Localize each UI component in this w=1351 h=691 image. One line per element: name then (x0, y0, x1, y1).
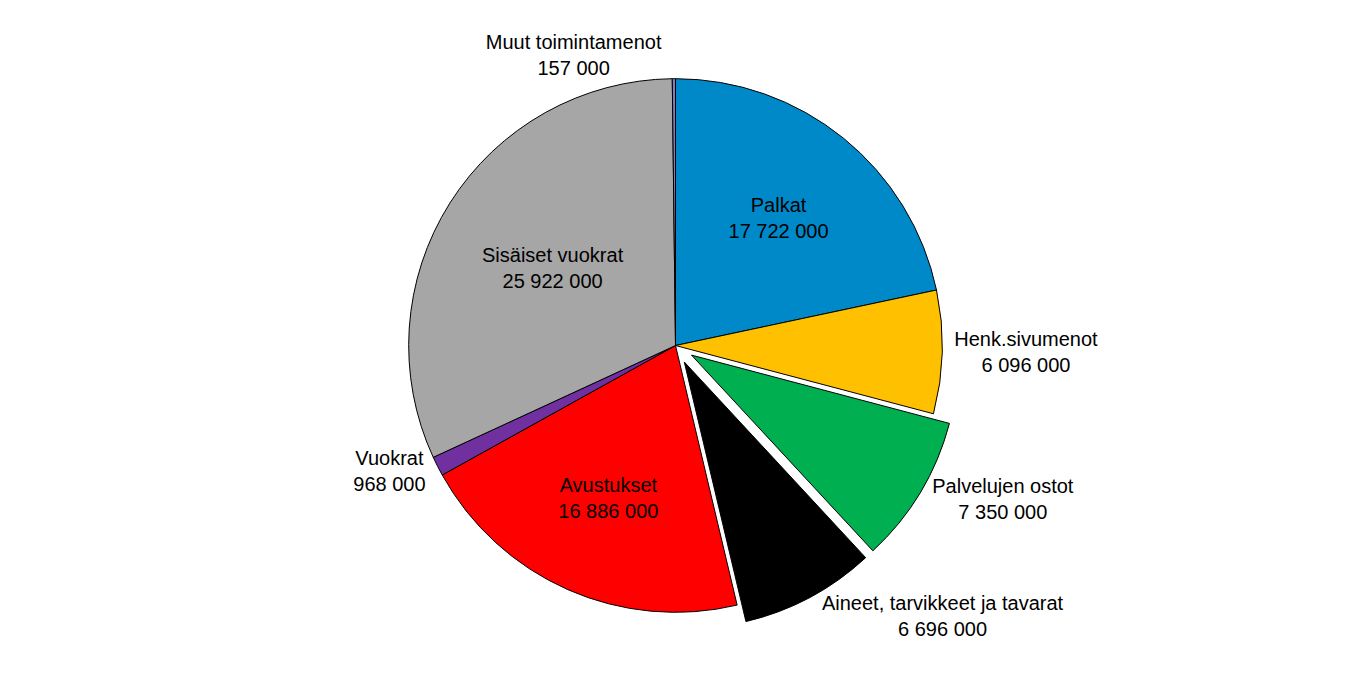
svg-text:Sisäiset vuokrat25 922 000: Sisäiset vuokrat25 922 000 (482, 244, 624, 292)
svg-text:Palvelujen ostot7 350 000: Palvelujen ostot7 350 000 (932, 475, 1074, 523)
svg-text:Muut toimintamenot157 000: Muut toimintamenot157 000 (486, 31, 662, 79)
svg-text:Avustukset16 886 000: Avustukset16 886 000 (558, 474, 658, 522)
svg-text:Henk.sivumenot6 096 000: Henk.sivumenot6 096 000 (954, 328, 1098, 376)
svg-text:Palkat17 722 000: Palkat17 722 000 (729, 194, 829, 242)
svg-text:Vuokrat968 000: Vuokrat968 000 (353, 447, 425, 495)
svg-text:Aineet, tarvikkeet ja tavarat6: Aineet, tarvikkeet ja tavarat6 696 000 (822, 592, 1064, 640)
